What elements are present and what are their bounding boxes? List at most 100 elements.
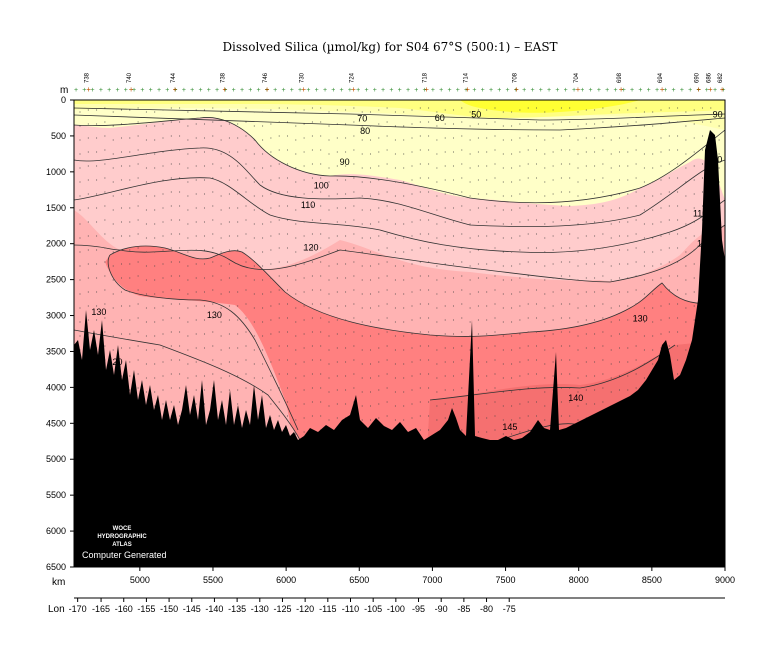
- sample-dot: [187, 111, 189, 113]
- sample-dot: [394, 335, 396, 337]
- sample-dot: [610, 363, 612, 365]
- sample-dot: [602, 317, 604, 319]
- station-marker: +: [222, 85, 227, 94]
- sample-dot: [361, 251, 363, 253]
- sample-dot: [96, 123, 98, 125]
- sample-dot: [594, 361, 596, 363]
- sample-dot: [278, 107, 280, 109]
- sample-dot: [303, 109, 305, 111]
- sample-dot: [212, 289, 214, 291]
- sample-dot: [461, 107, 463, 109]
- sample-dot: [270, 151, 272, 153]
- sample-dot: [96, 221, 98, 223]
- sample-dot: [594, 277, 596, 279]
- sample-marker: +: [489, 87, 493, 94]
- sample-dot: [527, 345, 529, 347]
- sample-dot: [295, 167, 297, 169]
- sample-dot: [203, 165, 206, 167]
- sample-dot: [403, 405, 405, 407]
- sample-dot: [162, 123, 164, 125]
- sample-dot: [511, 111, 513, 113]
- sample-dot: [618, 249, 621, 251]
- sample-dot: [237, 291, 239, 293]
- sample-dot: [278, 373, 280, 375]
- sample-dot: [96, 333, 98, 335]
- sample-dot: [170, 261, 172, 263]
- sample-dot: [262, 237, 264, 239]
- sample-dot: [535, 331, 538, 333]
- sample-dot: [295, 293, 297, 295]
- sample-dot: [179, 317, 181, 319]
- sample-dot: [145, 181, 147, 183]
- sample-dot: [436, 321, 438, 323]
- sample-dot: [137, 359, 139, 361]
- sample-dot: [477, 347, 479, 349]
- sample-dot: [511, 335, 513, 337]
- sample-dot: [79, 307, 81, 309]
- sample-dot: [511, 419, 513, 421]
- sample-dot: [461, 317, 463, 319]
- sample-dot: [544, 265, 546, 267]
- sample-dot: [87, 263, 89, 265]
- sample-dot: [187, 223, 189, 225]
- sample-dot: [278, 121, 280, 123]
- station-marker: +: [265, 85, 270, 94]
- sample-dot: [643, 167, 645, 169]
- sample-dot: [170, 205, 172, 207]
- sample-dot: [195, 221, 197, 223]
- sample-dot: [336, 179, 338, 181]
- sample-dot: [685, 237, 687, 239]
- sample-dot: [511, 405, 513, 407]
- sample-dot: [419, 415, 421, 417]
- sample-dot: [544, 349, 546, 351]
- sample-dot: [693, 235, 695, 237]
- sample-dot: [154, 335, 156, 337]
- sample-dot: [610, 195, 612, 197]
- sample-dot: [378, 109, 380, 111]
- contour-120-lower: [74, 329, 301, 441]
- sample-dot: [303, 151, 305, 153]
- sample-dot: [701, 121, 704, 123]
- sample-marker: +: [364, 87, 368, 94]
- sample-dot: [527, 247, 529, 249]
- sample-marker: +: [555, 87, 559, 94]
- sample-dot: [104, 177, 106, 179]
- sample-dot: [519, 305, 521, 307]
- sample-dot: [112, 349, 114, 351]
- sample-dot: [403, 265, 405, 267]
- sample-dot: [436, 265, 438, 267]
- sample-dot: [270, 249, 272, 251]
- sample-dot: [369, 223, 372, 225]
- sample-dot: [361, 405, 363, 407]
- sample-dot: [444, 333, 446, 335]
- sample-dot: [270, 319, 272, 321]
- sample-dot: [577, 251, 579, 253]
- sample-dot: [286, 163, 289, 165]
- sample-dot: [203, 347, 206, 349]
- contour-90: [74, 117, 725, 204]
- sample-dot: [203, 333, 206, 335]
- sample-dot: [295, 279, 297, 281]
- sample-dot: [602, 205, 604, 207]
- sample-dot: [237, 333, 239, 335]
- sample-dot: [436, 181, 438, 183]
- sample-dot: [286, 177, 289, 179]
- sample-dot: [602, 373, 604, 375]
- sample-dot: [577, 419, 579, 421]
- sample-dot: [270, 235, 272, 237]
- sample-dot: [286, 233, 289, 235]
- sample-dot: [378, 333, 380, 335]
- sample-dot: [195, 319, 197, 321]
- sample-dot: [79, 181, 81, 183]
- sample-dot: [560, 205, 562, 207]
- sample-dot: [170, 247, 172, 249]
- sample-dot: [195, 361, 197, 363]
- sample-dot: [452, 263, 455, 265]
- sample-dot: [685, 111, 687, 113]
- sample-marker: +: [414, 87, 418, 94]
- sample-dot: [336, 389, 338, 391]
- station-marker: +: [720, 85, 725, 94]
- sample-dot: [253, 209, 255, 211]
- sample-dot: [361, 181, 363, 183]
- sample-dot: [154, 265, 156, 267]
